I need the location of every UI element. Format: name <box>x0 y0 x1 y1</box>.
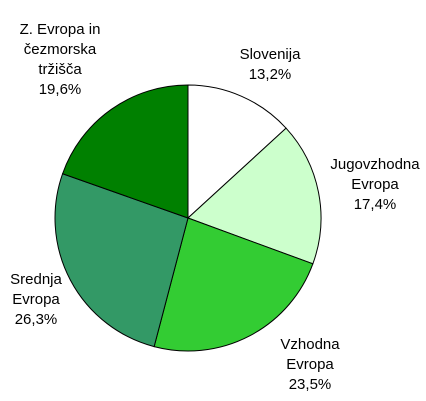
slice-label: Slovenija 13,2% <box>225 45 315 85</box>
value-label: 26,3% <box>14 311 58 328</box>
slice-label: Z. Evropa in čezmorska tržišča 19,6% <box>5 20 115 100</box>
pie-slice <box>187 84 287 220</box>
pie-slice <box>61 84 189 219</box>
slice-label: Jugovzhodna Evropa 17,4% <box>320 155 426 215</box>
slice-label: Srednja Evropa 26,3% <box>0 270 76 330</box>
value-label: 23,5% <box>288 376 332 393</box>
pie-slice <box>54 173 189 348</box>
category-name: Vzhodna Evropa <box>280 336 340 373</box>
category-name: Z. Evropa in čezmorska tržišča <box>19 21 101 78</box>
value-label: 17,4% <box>353 196 397 213</box>
value-label: 19,6% <box>38 81 82 98</box>
pie-slice <box>153 217 314 352</box>
category-name: Slovenija <box>239 46 301 63</box>
category-name: Jugovzhodna Evropa <box>330 156 420 193</box>
category-name: Srednja Evropa <box>10 271 62 308</box>
value-label: 13,2% <box>248 66 292 83</box>
slice-label: Vzhodna Evropa 23,5% <box>265 335 355 395</box>
